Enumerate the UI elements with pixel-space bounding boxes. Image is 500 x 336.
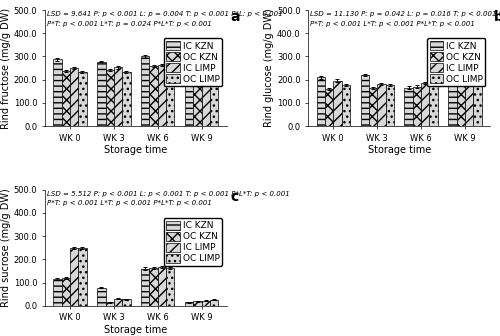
Text: P*T: p < 0.001 L*T: p < 0.001 P*L*T: p < 0.001: P*T: p < 0.001 L*T: p < 0.001 P*L*T: p <… [47, 200, 211, 206]
Text: LSD = 11.130 P: p = 0.042 L: p = 0.016 T: p < 0.001 P*L: p < 0.001: LSD = 11.130 P: p = 0.042 L: p = 0.016 T… [310, 11, 500, 17]
Bar [141, 56, 150, 126]
Bar [430, 77, 438, 126]
Bar [158, 65, 166, 126]
X-axis label: Storage time: Storage time [104, 325, 168, 335]
Bar [202, 75, 210, 126]
Bar [54, 59, 62, 126]
Bar [210, 65, 218, 126]
Bar [316, 77, 325, 126]
Bar [97, 288, 106, 306]
Bar [369, 88, 377, 126]
Bar [114, 67, 122, 126]
Text: LSD = 5.512 P: p < 0.001 L: p < 0.001 T: p < 0.001 P*L*T: p < 0.001: LSD = 5.512 P: p < 0.001 L: p < 0.001 T:… [47, 191, 290, 197]
Bar [106, 70, 114, 126]
Text: P*T: p < 0.001 L*T: p < 0.001 P*L*T: p < 0.001: P*T: p < 0.001 L*T: p < 0.001 P*L*T: p <… [310, 20, 475, 27]
Bar [70, 68, 78, 126]
X-axis label: Storage time: Storage time [368, 145, 431, 156]
Bar [413, 87, 421, 126]
Text: LSD = 9.641 P: p < 0.001 L: p = 0.004 T: p < 0.001 P*L: p < 0.001: LSD = 9.641 P: p < 0.001 L: p = 0.004 T:… [47, 11, 282, 17]
Text: b: b [494, 10, 500, 24]
Bar [150, 268, 158, 306]
Bar [377, 84, 386, 126]
Bar [106, 302, 114, 306]
Bar [141, 269, 150, 306]
Bar [166, 268, 174, 306]
Bar [334, 81, 342, 126]
Bar [122, 72, 130, 126]
Bar [448, 80, 456, 126]
Bar [78, 248, 86, 306]
Text: c: c [230, 190, 238, 204]
Y-axis label: Rind glucose (mg/g DW): Rind glucose (mg/g DW) [264, 9, 274, 127]
Bar [70, 248, 78, 306]
Bar [150, 66, 158, 126]
Legend: IC KZN, OC KZN, IC LIMP, OC LIMP: IC KZN, OC KZN, IC LIMP, OC LIMP [427, 38, 486, 86]
Bar [210, 300, 218, 306]
Bar [325, 89, 334, 126]
Legend: IC KZN, OC KZN, IC LIMP, OC LIMP: IC KZN, OC KZN, IC LIMP, OC LIMP [164, 38, 222, 86]
Bar [62, 278, 70, 306]
Text: P*T: p < 0.001 L*T: p = 0.024 P*L*T: p < 0.001: P*T: p < 0.001 L*T: p = 0.024 P*L*T: p <… [47, 20, 211, 27]
X-axis label: Storage time: Storage time [104, 145, 168, 156]
Bar [78, 72, 86, 126]
Legend: IC KZN, OC KZN, IC LIMP, OC LIMP: IC KZN, OC KZN, IC LIMP, OC LIMP [164, 218, 222, 266]
Bar [202, 301, 210, 306]
Bar [185, 72, 194, 126]
Bar [97, 61, 106, 126]
Bar [54, 279, 62, 306]
Bar [474, 81, 482, 126]
Y-axis label: Rind fructose (mg/g DW): Rind fructose (mg/g DW) [1, 7, 11, 129]
Bar [342, 85, 350, 126]
Bar [421, 83, 430, 126]
Bar [185, 302, 194, 306]
Bar [158, 267, 166, 306]
Bar [122, 299, 130, 306]
Bar [360, 75, 369, 126]
Bar [166, 64, 174, 126]
Bar [404, 88, 413, 126]
Y-axis label: Rind sucrose (mg/g DW): Rind sucrose (mg/g DW) [1, 188, 11, 307]
Bar [386, 85, 394, 126]
Bar [62, 71, 70, 126]
Bar [114, 299, 122, 306]
Bar [465, 84, 473, 126]
Bar [194, 73, 202, 126]
Bar [456, 83, 465, 126]
Text: a: a [230, 10, 240, 24]
Bar [194, 301, 202, 306]
